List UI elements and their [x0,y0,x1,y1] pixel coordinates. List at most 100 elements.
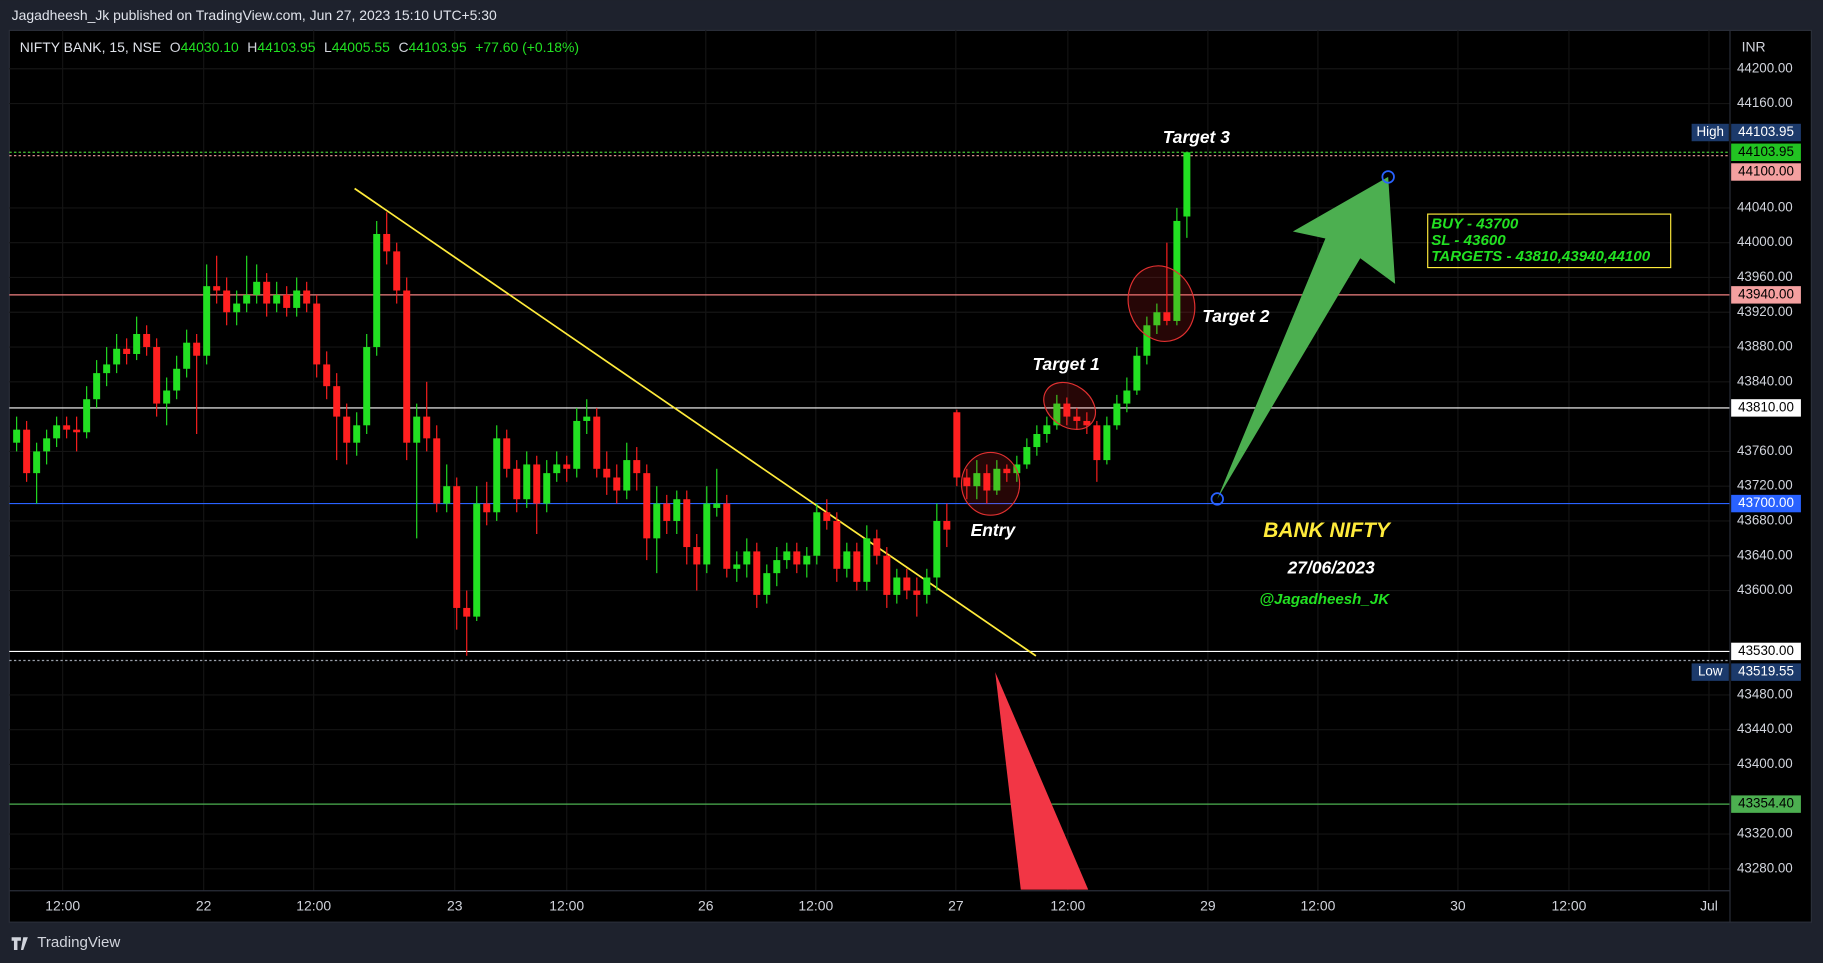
candle-body [773,560,781,574]
level-label-bg [1731,494,1801,513]
candle-body [1153,312,1161,326]
candle-body [123,348,131,354]
candle-body [853,551,861,582]
candle-body [333,386,341,417]
candle-body [73,429,81,433]
x-tick-label: 12:00 [1050,898,1085,914]
brand-logo [11,937,28,951]
candle-body [523,464,531,500]
annotation-author: @Jagadheesh_JK [1259,591,1390,608]
candle-body [293,290,301,308]
candles [13,152,1191,656]
change: +77.60 (+0.18%) [475,39,579,55]
candle-body [793,551,801,565]
level-label-bg [1731,123,1801,142]
candle-body [253,281,261,295]
level-tag-bg [1691,663,1729,681]
candle-body [383,233,391,252]
x-tick-label: 27 [948,898,964,914]
candle-body [433,438,441,504]
candle-body [93,373,101,400]
candle-body [583,416,591,421]
level-label: 43940.00 [1738,286,1794,301]
candle-body [743,551,751,565]
level-label: 44103.95 [1738,124,1794,139]
annotation: Target 1 [1033,354,1100,374]
level-label: 43810.00 [1738,399,1794,414]
x-tick-label: 12:00 [1552,898,1587,914]
y-tick-label: 43680.00 [1737,512,1793,527]
candle-body [213,286,221,291]
candle-body [1063,403,1071,417]
x-tick-label: 29 [1200,898,1216,914]
candle-body [1083,420,1091,426]
level-label-bg [1731,399,1801,417]
candle-body [703,503,711,565]
candle-body [753,551,761,595]
candle-body [1103,425,1111,461]
candle-body [443,486,451,504]
candle-body [603,468,611,478]
candle-body [1073,416,1081,421]
brand: TradingView [37,934,120,951]
currency: INR [1742,39,1766,55]
level-label: 43519.55 [1738,664,1794,679]
plan-line: SL - 43600 [1431,232,1506,249]
candle-body [1013,464,1021,474]
y-tick-label: 43480.00 [1737,686,1793,701]
candle-body [803,555,811,565]
axes: 44200.00 44160.00 44040.00 44000.00 43960.00… [45,60,1793,913]
entry-highlight [960,451,1021,516]
candle-body [713,503,721,508]
level-label: 43700.00 [1738,495,1794,510]
candle-body [593,416,601,469]
x-tick-label: 30 [1450,898,1466,914]
candle-body [313,303,321,365]
annotation-title: BANK NIFTY [1263,519,1392,542]
candle-body [243,294,251,304]
annotation-date: 27/06/2023 [1287,557,1376,577]
level-label: 43354.40 [1738,796,1794,811]
candle-body [533,464,541,504]
candle-body [733,564,741,569]
level-label-bg [1731,143,1801,162]
candle-body [23,429,31,474]
annotation: Target 3 [1163,127,1230,147]
candle-body [673,499,681,521]
candle-body [1123,390,1131,404]
candle-body [373,233,381,348]
ohlc-label: H [247,39,257,55]
candle-body [33,451,41,474]
candle-body [983,473,991,491]
ohlc-label: C [398,39,408,55]
candle-body [63,425,71,430]
y-tick-label: 44160.00 [1737,95,1793,110]
candle-body [763,573,771,595]
y-tick-label: 43880.00 [1737,339,1793,354]
y-tick-label: 44200.00 [1737,60,1793,75]
candle-body [893,577,901,595]
candle-body [723,503,731,569]
ohlc-value: 44103.95 [257,39,315,55]
trendline [354,187,1037,657]
candle-body [1173,220,1181,321]
ohlc-value: 44103.95 [409,39,467,55]
x-tick-label: 12:00 [549,898,584,914]
ohlc-label: L [324,39,332,55]
candle-body [323,364,331,387]
candle-body [563,464,571,469]
candle-body [273,294,281,304]
candle-body [923,577,931,595]
candle-body [413,416,421,443]
candle-body [183,342,191,369]
level-label: 44100.00 [1738,164,1794,179]
level-label-bg [1731,642,1801,661]
symbol: NIFTY BANK, 15, NSE [20,39,161,55]
level-labels: 44103.95 High 44103.95 44100.00 43940.00 4381… [1691,123,1801,813]
x-tick-label: 12:00 [296,898,331,914]
candle-body [233,303,241,313]
candle-body [163,390,171,404]
down-arrow [995,672,1089,890]
candle-body [153,347,161,404]
